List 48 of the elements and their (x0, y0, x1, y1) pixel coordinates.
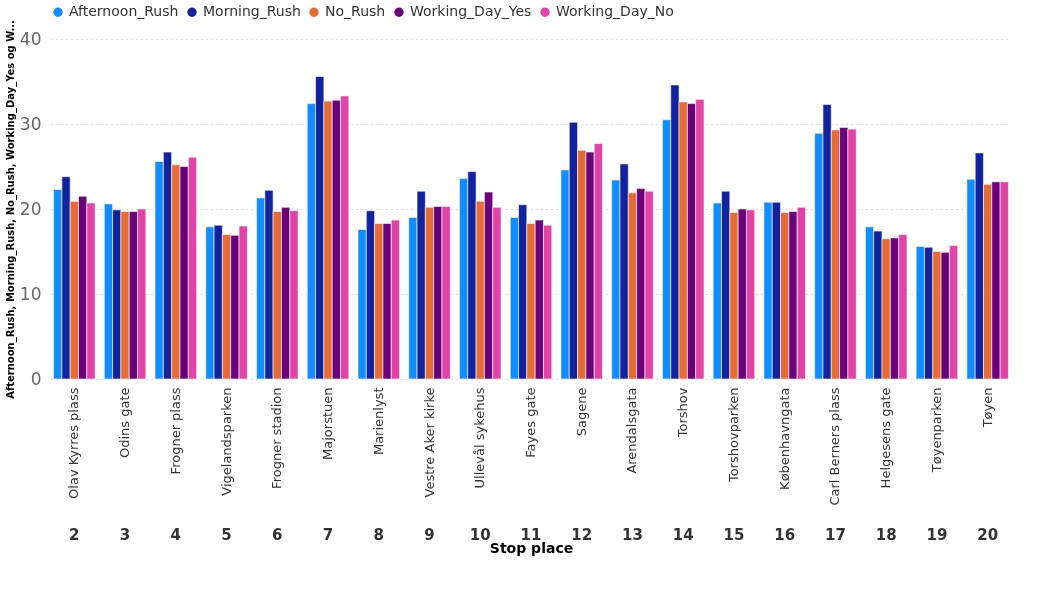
text: 20 (977, 526, 999, 544)
text: 4 (170, 526, 182, 544)
x-tick-label: Københavngata (776, 387, 792, 490)
x-tick-label: Vigelandsparken (218, 387, 234, 496)
text: 10 (469, 526, 491, 544)
text: 18 (875, 526, 897, 544)
x-tick-label: Vestre Aker kirke (421, 387, 437, 498)
legend-label: No_Rush (325, 3, 386, 20)
text: 14 (672, 526, 694, 544)
x-tick-label: Majorstuen (320, 387, 336, 460)
text: 9 (424, 526, 435, 544)
legend-label: Working_Day_No (556, 3, 674, 20)
text: 16 (774, 526, 796, 544)
text: 13 (622, 526, 643, 544)
text: 6 (272, 526, 283, 544)
text: 19 (926, 526, 948, 544)
x-tick-label: Carl Berners plass (827, 387, 843, 506)
y-tick-label: 10 (19, 283, 42, 304)
text: 17 (825, 526, 846, 544)
x-tick-label: Fayes gate (523, 387, 538, 458)
legend-label: Working_Day_Yes (410, 3, 532, 20)
text: 15 (723, 526, 745, 544)
x-tick-label: Arendalsgata (624, 387, 640, 474)
x-tick-label: Marienlyst (370, 387, 386, 456)
x-tick-label: Torshov (675, 387, 691, 439)
text: 5 (221, 526, 232, 544)
x-tick-label: Olav Kyrres plass (66, 387, 82, 499)
x-tick-label: Tøyen (979, 387, 995, 429)
text: 12 (571, 526, 593, 544)
text: 3 (119, 526, 131, 544)
x-tick-label: Frogner stadion (269, 387, 285, 489)
y-tick-label: 40 (19, 28, 42, 49)
y-tick-label: 30 (19, 113, 42, 134)
x-tick-label: Helgesens gate (878, 387, 894, 489)
x-tick-label: Odins gate (117, 387, 133, 459)
x-tick-label: Torshovparken (725, 387, 741, 484)
y-tick-label: 20 (19, 198, 42, 219)
x-tick-label: Tøyenparken (928, 387, 944, 474)
y-axis-title: Afternoon_Rush, Morning_Rush, No_Rush, Working_Day_Yes og W... (4, 20, 17, 399)
legend-label: Morning_Rush (203, 3, 301, 20)
text: 8 (373, 526, 384, 544)
legend-label: Afternoon_Rush (69, 3, 179, 20)
x-tick-label: Ullevål sykehus (472, 387, 488, 489)
x-tick-label: Sagene (573, 387, 589, 437)
text: 2 (69, 526, 80, 544)
x-tick-label: Frogner plass (167, 387, 183, 475)
y-tick-label: 0 (30, 368, 42, 389)
text: 7 (322, 526, 334, 544)
